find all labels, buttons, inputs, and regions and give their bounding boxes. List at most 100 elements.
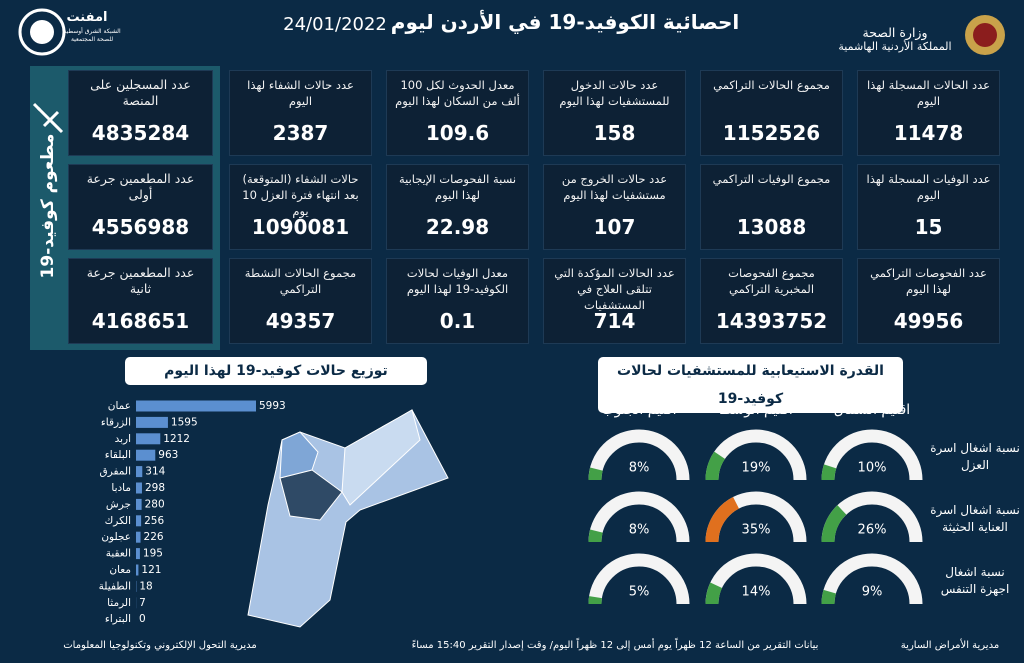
gauge-track — [588, 553, 690, 605]
vaccine-value: 4168651 — [91, 309, 190, 333]
value-label: 314 — [145, 466, 165, 478]
stat-card: مجموع الوفيات التراكمي 13088 — [700, 164, 843, 250]
gauge-fill — [588, 529, 603, 543]
stat-value: 22.98 — [425, 215, 490, 239]
vaccine-card: عدد المطعمين جرعة أولى 4556988 — [68, 164, 213, 250]
stat-card: نسبة الفحوصات الإيجابية لهذا اليوم 22.98 — [386, 164, 529, 250]
value-label: 7 — [139, 597, 146, 609]
vaccine-card: عدد المطعمين جرعة ثانية 4168651 — [68, 258, 213, 344]
value-label: 18 — [139, 580, 152, 592]
stat-label: عدد الحالات المسجلة لهذا اليوم — [866, 78, 991, 108]
category-label: الزرقاء — [101, 416, 131, 428]
gauge-track — [588, 491, 690, 543]
category-label: الكرك — [105, 515, 131, 527]
value-label: 256 — [144, 515, 164, 527]
gauge-fill — [705, 497, 740, 543]
stat-label: عدد حالات الشفاء لهذا اليوم — [247, 78, 354, 108]
vaccine-value: 4556988 — [91, 215, 190, 239]
category-label: الرمثا — [107, 597, 131, 609]
bar — [136, 515, 142, 527]
bar — [136, 548, 140, 560]
category-label: جرش — [106, 498, 131, 510]
footer-left: مديرية التحول الإلكتروني وتكنولوجيا المع… — [63, 640, 257, 651]
category-label: اربد — [115, 433, 131, 445]
stat-value: 49956 — [893, 309, 964, 333]
vaccine-label: عدد المطعمين جرعة أولى — [86, 171, 195, 202]
gauge-track — [705, 553, 807, 605]
gauge-track — [821, 553, 923, 605]
value-label: 298 — [145, 482, 165, 494]
category-label: معان — [109, 564, 131, 576]
bar — [136, 564, 139, 576]
bar — [136, 531, 141, 543]
stat-card: عدد حالات الخروج من مستشفيات لهذا اليوم 1… — [543, 164, 686, 250]
stat-card: مجموع الحالات النشطة التراكمي 49357 — [229, 258, 372, 344]
stat-card: معدل الوفيات لحالات الكوفيد-19 لهذا اليو… — [386, 258, 529, 344]
stat-label: معدل الوفيات لحالات الكوفيد-19 لهذا اليو… — [406, 266, 509, 296]
stat-value: 49357 — [265, 309, 336, 333]
value-label: 1212 — [163, 433, 190, 445]
stat-label: مجموع الحالات التراكمي — [713, 78, 830, 92]
stat-card: معدل الحدوث لكل 100 ألف من السكان لهذا ا… — [386, 70, 529, 156]
value-label: 5993 — [259, 400, 286, 412]
stat-value: 1090081 — [251, 215, 350, 239]
kingdom: المملكة الأردنية الهاشمية — [838, 40, 952, 53]
logo-text: امفنت — [66, 10, 108, 25]
stat-label: عدد الفحوصات التراكمي لهذا اليوم — [870, 266, 987, 296]
value-label: 121 — [141, 564, 161, 576]
gauge-fill — [705, 582, 723, 605]
row-label: نسبة اشغال اسرة العزل — [930, 441, 1020, 472]
category-label: العقبة — [106, 548, 131, 560]
category-label: البلقاء — [105, 449, 131, 461]
vaccine-label: عدد المطعمين جرعة ثانية — [86, 265, 195, 296]
value-label: 226 — [144, 531, 164, 543]
stat-value: 109.6 — [425, 121, 490, 145]
stat-card: عدد حالات الدخول للمستشفيات لهذا اليوم 15… — [543, 70, 686, 156]
emblem-inner — [973, 23, 997, 47]
gauge-fill — [821, 589, 837, 605]
gauge-value: 5% — [629, 585, 650, 600]
stat-value: 11478 — [893, 121, 964, 145]
row-label: نسبة اشغال اجهزة التنفس — [940, 565, 1010, 596]
stat-label: عدد حالات الخروج من مستشفيات لهذا اليوم — [561, 172, 668, 202]
bar — [136, 482, 142, 494]
stat-value: 0.1 — [439, 309, 476, 333]
bar — [136, 449, 156, 461]
title: احصائية الكوفيد-19 في الأردن ليوم — [390, 10, 740, 34]
gauge-value: 9% — [862, 585, 883, 600]
bar — [136, 466, 143, 478]
bar — [136, 416, 168, 428]
logo-ring — [18, 8, 66, 56]
syringe-icon — [32, 102, 64, 134]
footer-right: مديرية الأمراض السارية — [900, 640, 1000, 651]
capacity-title: القدرة الاستيعابية للمستشفيات لحالات كوف… — [598, 357, 903, 413]
value-label: 280 — [145, 498, 165, 510]
stat-label: حالات الشفاء (المتوقعة) بعد انتهاء فترة … — [242, 172, 359, 218]
stat-card: عدد الفحوصات التراكمي لهذا اليوم 49956 — [857, 258, 1000, 344]
stat-value: 714 — [593, 309, 636, 333]
category-label: البتراء — [105, 613, 131, 625]
distribution-title: توزيع حالات كوفيد-19 لهذا اليوم — [125, 357, 427, 385]
gauge-fill — [821, 505, 847, 543]
stat-value: 107 — [593, 215, 636, 239]
row-label: نسبة اشغال اسرة العناية الحثيثة — [930, 503, 1020, 534]
stat-card: عدد حالات الشفاء لهذا اليوم 2387 — [229, 70, 372, 156]
region-label: اقليم الجنوب — [601, 402, 677, 418]
gauge-value: 26% — [858, 523, 887, 538]
stat-card: مجموع الفحوصات المخبرية التراكمي 14393752 — [700, 258, 843, 344]
gauge-fill — [588, 596, 602, 605]
value-label: 195 — [143, 548, 163, 560]
gauge-track — [821, 429, 923, 481]
gauge-value: 19% — [742, 461, 771, 476]
vaccine-label: عدد المسجلين على المنصة — [90, 77, 191, 108]
stat-value: 2387 — [272, 121, 329, 145]
stat-label: معدل الحدوث لكل 100 ألف من السكان لهذا ا… — [395, 78, 520, 108]
bar — [136, 498, 142, 510]
region-label: اقليم الوسط — [719, 402, 793, 418]
gauge-value: 8% — [629, 461, 650, 476]
gauge-value: 8% — [629, 523, 650, 538]
value-label: 1595 — [171, 416, 198, 428]
bar — [136, 400, 256, 412]
stat-card: عدد الوفيات المسجلة لهذا اليوم 15 — [857, 164, 1000, 250]
stat-card: عدد الحالات المؤكدة التي تتلقى العلاج في… — [543, 258, 686, 344]
